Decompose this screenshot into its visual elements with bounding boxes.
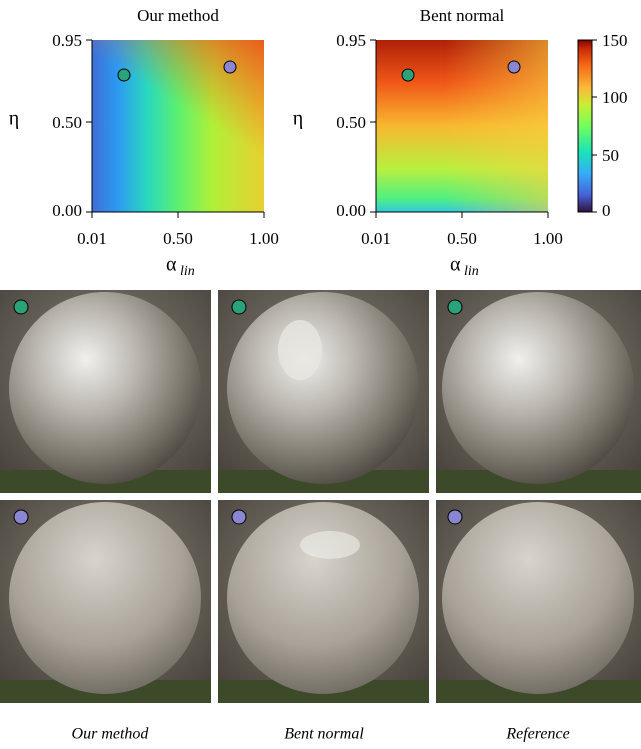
colorbar-ticks bbox=[592, 40, 597, 212]
y-tick-label: 0.00 bbox=[336, 201, 366, 220]
render bbox=[436, 500, 641, 703]
x-tick-label: 0.50 bbox=[447, 229, 477, 248]
heatmap-title: Bent normal bbox=[420, 6, 505, 25]
colorbar-tick-label: 150 bbox=[602, 31, 628, 50]
render bbox=[0, 290, 211, 493]
caption: Our method bbox=[72, 726, 150, 743]
caption: Reference bbox=[505, 726, 569, 743]
x-axis-label: α bbox=[450, 254, 461, 276]
render bbox=[0, 500, 211, 703]
y-axis-label: η bbox=[293, 108, 303, 130]
x-axis-label-sub: lin bbox=[180, 264, 195, 279]
render bbox=[218, 290, 429, 493]
y-tick-label: 0.95 bbox=[336, 31, 366, 50]
x-tick-label: 1.00 bbox=[249, 229, 279, 248]
render bbox=[436, 290, 641, 493]
y-tick-label: 0.95 bbox=[52, 31, 82, 50]
colorbar-tick-label: 50 bbox=[602, 146, 619, 165]
x-tick-label: 0.50 bbox=[163, 229, 193, 248]
render-grid bbox=[0, 290, 641, 703]
render bbox=[218, 500, 429, 703]
y-tick-label: 0.50 bbox=[52, 113, 82, 132]
heatmap-shade bbox=[92, 40, 264, 212]
colorbar bbox=[578, 40, 592, 212]
x-tick-label: 1.00 bbox=[533, 229, 563, 248]
heatmap-title: Our method bbox=[137, 6, 219, 25]
x-tick-label: 0.01 bbox=[77, 229, 107, 248]
marker bbox=[508, 61, 520, 73]
y-tick-label: 0.00 bbox=[52, 201, 82, 220]
figure: Our method 0.95 0.50 0.00 0.01 0.50 1.00… bbox=[0, 0, 641, 749]
colorbar-tick-label: 100 bbox=[602, 88, 628, 107]
marker bbox=[402, 69, 414, 81]
y-tick-label: 0.50 bbox=[336, 113, 366, 132]
heatmap-shade bbox=[376, 40, 548, 212]
marker bbox=[224, 61, 236, 73]
x-tick-label: 0.01 bbox=[361, 229, 391, 248]
caption: Bent normal bbox=[284, 726, 364, 743]
colorbar-tick-label: 0 bbox=[602, 201, 611, 220]
x-axis-label-sub: lin bbox=[464, 264, 479, 279]
x-axis-label: α bbox=[166, 254, 177, 276]
y-axis-label: η bbox=[9, 108, 19, 130]
marker bbox=[118, 69, 130, 81]
